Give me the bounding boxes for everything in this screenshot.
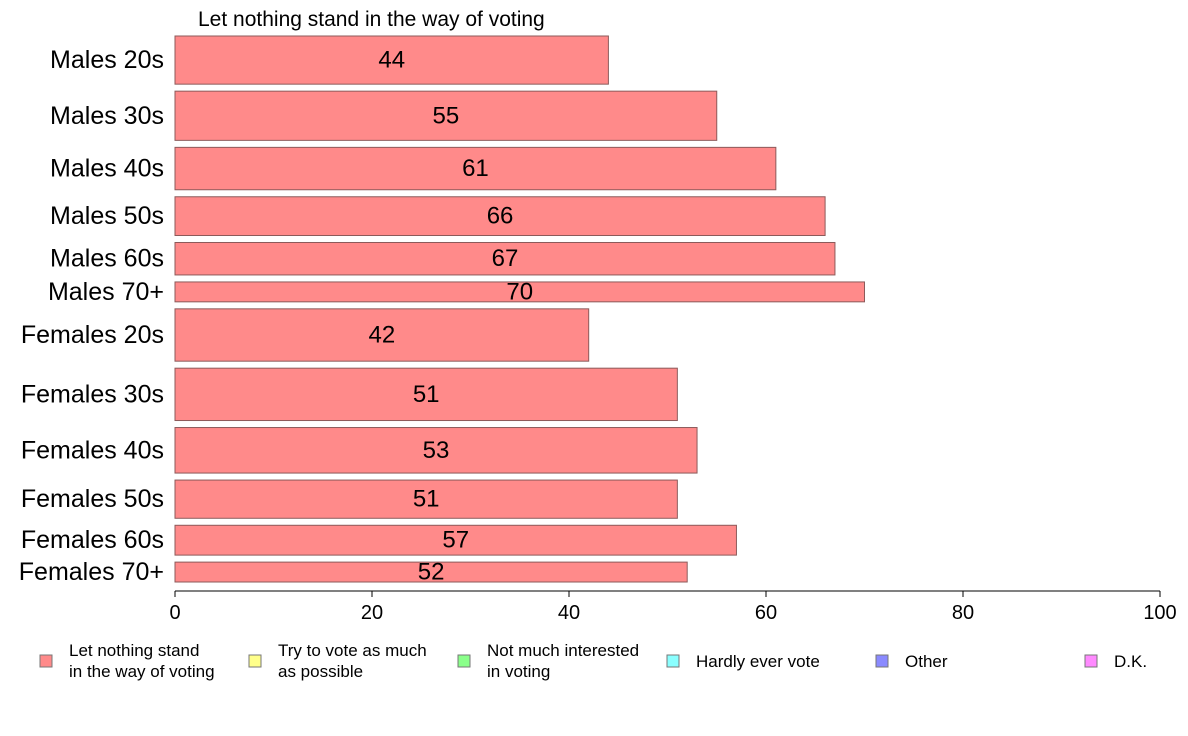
- legend-item: Hardly ever vote: [666, 652, 820, 671]
- category-label: Females 40s: [21, 436, 164, 464]
- legend-label: Let nothing stand: [69, 641, 199, 660]
- category-label: Females 50s: [21, 485, 164, 513]
- category-label: Females 60s: [21, 526, 164, 554]
- legend-swatch: [39, 654, 53, 668]
- bar-females-40s: [174, 427, 698, 474]
- x-tick-label: 0: [169, 602, 180, 624]
- bars: [174, 35, 865, 583]
- category-label: Males 70+: [48, 278, 164, 306]
- data-label: 52: [418, 559, 445, 586]
- category-label: Males 30s: [50, 102, 164, 130]
- category-label: Males 40s: [50, 155, 164, 183]
- bar-males-40s: [174, 146, 777, 191]
- bar-females-20s: [174, 308, 590, 362]
- data-label: 51: [413, 486, 440, 513]
- category-label: Females 20s: [21, 321, 164, 349]
- x-tick-label: 40: [558, 602, 580, 624]
- category-label: Males 60s: [50, 245, 164, 273]
- chart-title: Let nothing stand in the way of voting: [198, 8, 545, 31]
- bar-females-70-: [174, 561, 688, 583]
- legend-item: D.K.: [1084, 652, 1147, 671]
- bar-males-70-: [174, 281, 865, 303]
- category-label: Males 50s: [50, 202, 164, 230]
- legend-swatch: [457, 654, 471, 668]
- category-label: Females 30s: [21, 380, 164, 408]
- data-label: 42: [368, 322, 395, 349]
- data-label: 57: [442, 527, 469, 554]
- legend-label: in the way of voting: [69, 662, 215, 681]
- x-axis: 0 20 40 60 80 100: [169, 590, 1177, 624]
- x-tick-label: 100: [1143, 602, 1176, 624]
- legend-swatch: [1084, 654, 1098, 668]
- legend-label: in voting: [487, 662, 550, 681]
- category-label: Females 70+: [19, 558, 164, 586]
- data-label: 55: [433, 102, 460, 129]
- bar-males-20s: [174, 35, 609, 85]
- data-label: 66: [487, 203, 514, 230]
- data-label: 44: [378, 47, 405, 74]
- bar-females-50s: [174, 479, 678, 519]
- x-tick-label: 80: [952, 602, 974, 624]
- legend-label: as possible: [278, 662, 363, 681]
- data-label: 61: [462, 155, 489, 182]
- legend-swatch: [875, 654, 889, 668]
- data-label: 67: [492, 245, 519, 272]
- legend-label: Not much interested: [487, 641, 639, 660]
- x-tick-label: 20: [361, 602, 383, 624]
- data-label: 51: [413, 381, 440, 408]
- data-label: 70: [506, 278, 533, 305]
- legend-label: Other: [905, 652, 948, 671]
- legend-item: Other: [875, 652, 948, 671]
- legend-swatch: [248, 654, 262, 668]
- legend: Let nothing stand in the way of voting Try…: [39, 641, 1147, 681]
- legend-swatch: [666, 654, 680, 668]
- legend-item: Try to vote as much as possible: [248, 641, 427, 681]
- legend-item: Let nothing stand in the way of voting: [39, 641, 215, 681]
- bar-females-60s: [174, 524, 737, 556]
- category-labels: Males 20s Males 30s Males 40s Males 50s Male…: [19, 46, 164, 586]
- bar-males-50s: [174, 196, 826, 236]
- legend-item: Not much interested in voting: [457, 641, 639, 681]
- category-label: Males 20s: [50, 46, 164, 74]
- bar-females-30s: [174, 367, 678, 422]
- legend-label: Hardly ever vote: [696, 652, 820, 671]
- bar-males-30s: [174, 90, 718, 141]
- bar-males-60s: [174, 241, 836, 276]
- legend-label: Try to vote as much: [278, 641, 427, 660]
- data-label: 53: [423, 437, 450, 464]
- x-tick-label: 60: [755, 602, 777, 624]
- legend-label: D.K.: [1114, 652, 1147, 671]
